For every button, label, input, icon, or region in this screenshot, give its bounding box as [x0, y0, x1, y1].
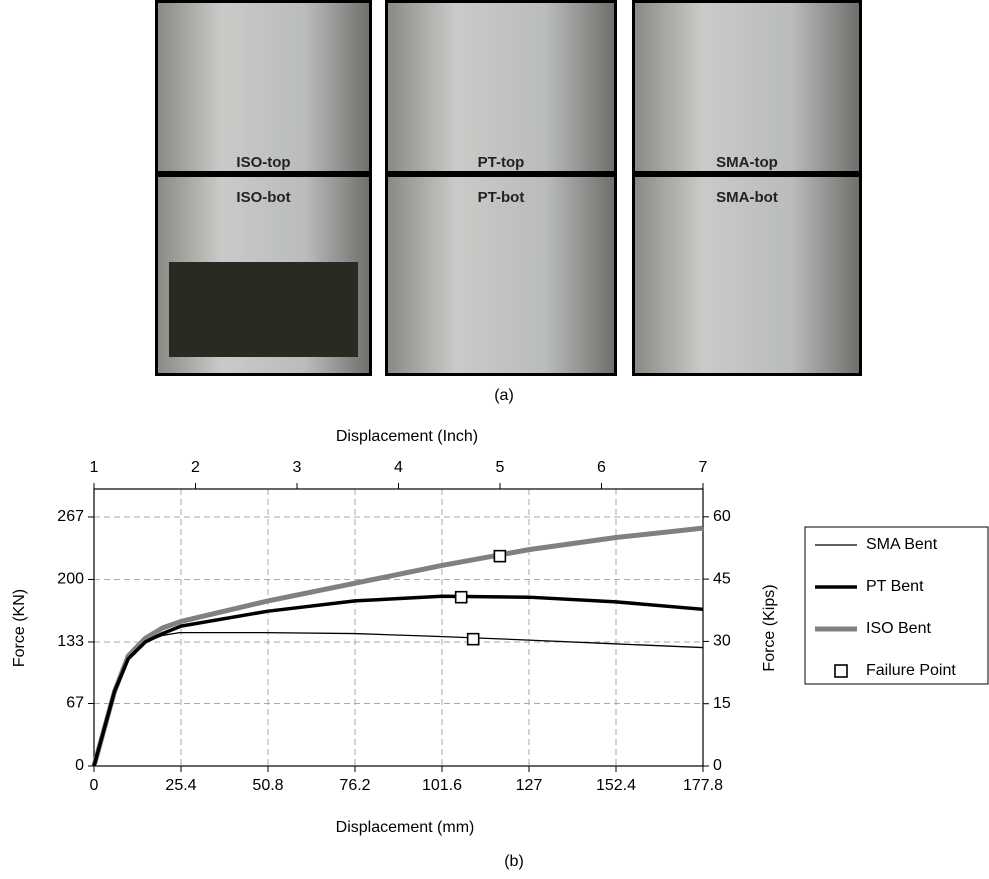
x-tick-label: 152.4 [596, 777, 636, 794]
y-tick-label: 133 [57, 633, 84, 650]
x2-tick-label: 2 [191, 459, 200, 476]
photo-row: ISO-top ISO-bot PT-top PT-bot SMA-top SMA-bot [155, 0, 862, 376]
y2-axis-title: Force (Kips) [761, 584, 778, 671]
caption-b: (b) [504, 853, 524, 870]
x2-tick-label: 5 [496, 459, 505, 476]
photo-label: PT-bot [478, 189, 525, 206]
photo-top [388, 3, 614, 171]
y2-tick-label: 0 [713, 757, 722, 774]
series-line [94, 528, 703, 766]
x-tick-label: 127 [516, 777, 543, 794]
x-tick-label: 25.4 [165, 777, 196, 794]
x-tick-label: 50.8 [252, 777, 283, 794]
legend-label: PT Bent [866, 578, 924, 595]
photo-top [158, 3, 369, 171]
x-tick-label: 101.6 [422, 777, 462, 794]
photo-bottom [388, 177, 614, 373]
y2-tick-label: 45 [713, 570, 731, 587]
legend-label: Failure Point [866, 662, 956, 679]
x2-tick-label: 6 [597, 459, 606, 476]
page: ISO-top ISO-bot PT-top PT-bot SMA-top SMA-bot… [0, 0, 989, 874]
y-tick-label: 200 [57, 571, 84, 588]
series-line [94, 633, 703, 766]
y2-tick-label: 60 [713, 508, 731, 525]
caption-a: (a) [494, 387, 514, 404]
x-axis-title: Displacement (mm) [336, 819, 475, 836]
x2-tick-label: 3 [293, 459, 302, 476]
photo-label: SMA-bot [716, 189, 778, 206]
failure-marker [456, 592, 467, 603]
photo-label: ISO-bot [236, 189, 290, 206]
legend-label: SMA Bent [866, 536, 938, 553]
figure: ISO-top ISO-bot PT-top PT-bot SMA-top SMA-bot… [0, 0, 989, 874]
y2-tick-label: 30 [713, 633, 731, 650]
y2-tick-label: 15 [713, 695, 731, 712]
photo-top [635, 3, 859, 171]
x-tick-label: 0 [90, 777, 99, 794]
plot-frame [94, 489, 703, 766]
failure-marker [468, 634, 479, 645]
x2-tick-label: 7 [699, 459, 708, 476]
y-axis-title: Force (KN) [11, 589, 28, 667]
x-tick-label: 76.2 [339, 777, 370, 794]
legend-label: ISO Bent [866, 620, 931, 637]
photo-bottom [635, 177, 859, 373]
photo-label: ISO-top [236, 154, 290, 171]
x2-tick-label: 4 [394, 459, 403, 476]
x-tick-label: 177.8 [683, 777, 723, 794]
photo-label: SMA-top [716, 154, 778, 171]
y-tick-label: 67 [66, 695, 84, 712]
photo-label: PT-top [478, 154, 525, 171]
y-tick-label: 0 [75, 757, 84, 774]
failure-marker [494, 551, 505, 562]
y-tick-label: 267 [57, 508, 84, 525]
jacket [169, 262, 358, 357]
x2-tick-label: 1 [90, 459, 99, 476]
legend-marker [835, 665, 847, 677]
x2-axis-title: Displacement (Inch) [336, 428, 478, 445]
